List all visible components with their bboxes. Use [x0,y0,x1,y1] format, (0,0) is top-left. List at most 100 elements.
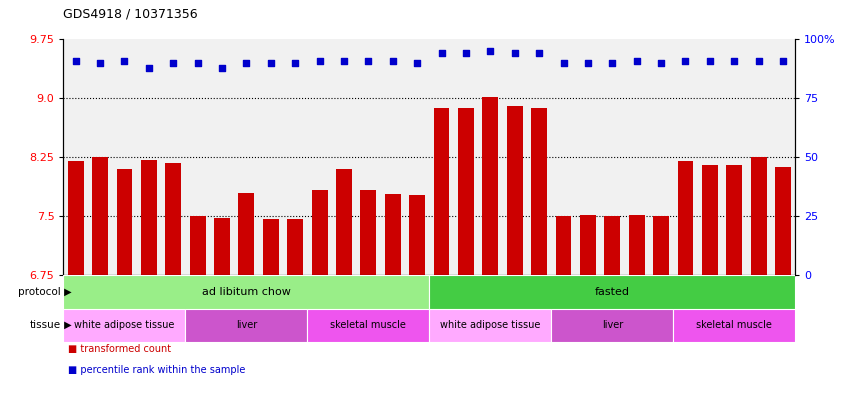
Bar [429,39,453,275]
Bar [307,309,429,342]
Bar [673,309,795,342]
Bar [311,190,327,275]
Text: white adipose tissue: white adipose tissue [74,320,174,330]
Point [581,60,595,66]
Bar [214,218,230,275]
Bar [600,39,624,275]
Bar [356,39,381,275]
Bar [434,108,449,275]
Text: ad libitum chow: ad libitum chow [202,287,291,297]
Bar [92,157,108,275]
Bar [458,108,474,275]
Bar [575,39,600,275]
Bar [429,309,552,342]
Point [69,57,82,64]
Bar [698,39,722,275]
Bar [88,39,113,275]
Bar [552,309,673,342]
Bar [263,219,278,275]
Point [264,60,277,66]
Bar [629,215,645,275]
Point [142,64,156,71]
Bar [360,190,376,275]
Bar [185,39,210,275]
Point [410,60,424,66]
Bar [283,39,307,275]
Bar [453,39,478,275]
Point [752,57,766,64]
Bar [649,39,673,275]
Bar [405,39,429,275]
Bar [727,165,742,275]
Bar [750,157,766,275]
Point [459,50,473,57]
Text: skeletal muscle: skeletal muscle [696,320,772,330]
Text: skeletal muscle: skeletal muscle [331,320,406,330]
Text: white adipose tissue: white adipose tissue [440,320,541,330]
Bar [482,97,498,275]
Bar [161,39,185,275]
Point [93,60,107,66]
Bar [185,309,307,342]
Point [557,60,570,66]
Bar [653,216,669,275]
Bar [385,194,401,275]
Point [118,57,131,64]
Text: tissue: tissue [30,320,61,330]
Bar [210,39,234,275]
Bar [190,216,206,275]
Point [703,57,717,64]
Bar [478,39,503,275]
Bar [580,215,596,275]
Bar [381,39,405,275]
Text: GDS4918 / 10371356: GDS4918 / 10371356 [63,8,198,21]
Text: protocol: protocol [18,287,61,297]
Point [313,57,327,64]
Point [167,60,180,66]
Text: liver: liver [236,320,257,330]
Bar [507,106,523,275]
Bar [63,309,185,342]
Bar [63,275,429,309]
Bar [409,195,425,275]
Point [288,60,302,66]
Bar [556,216,571,275]
Point [532,50,546,57]
Point [484,48,497,54]
Point [361,57,375,64]
Bar [702,165,717,275]
Text: ■ transformed count: ■ transformed count [68,344,171,354]
Bar [117,169,132,275]
Text: ▶: ▶ [61,287,72,297]
Bar [336,169,352,275]
Bar [307,39,332,275]
Bar [531,108,547,275]
Bar [552,39,575,275]
Text: fasted: fasted [595,287,629,297]
Point [654,60,667,66]
Bar [63,39,88,275]
Point [191,60,205,66]
Bar [288,219,303,275]
Point [215,64,228,71]
Point [239,60,253,66]
Bar [624,39,649,275]
Bar [746,39,771,275]
Bar [165,163,181,275]
Point [630,57,644,64]
Bar [678,161,694,275]
Bar [136,39,161,275]
Bar [113,39,136,275]
Bar [722,39,746,275]
Point [435,50,448,57]
Bar [332,39,356,275]
Text: ■ percentile rank within the sample: ■ percentile rank within the sample [68,365,245,375]
Bar [771,39,795,275]
Point [508,50,521,57]
Bar [503,39,527,275]
Point [386,57,399,64]
Bar [234,39,259,275]
Point [606,60,619,66]
Text: liver: liver [602,320,623,330]
Bar [527,39,552,275]
